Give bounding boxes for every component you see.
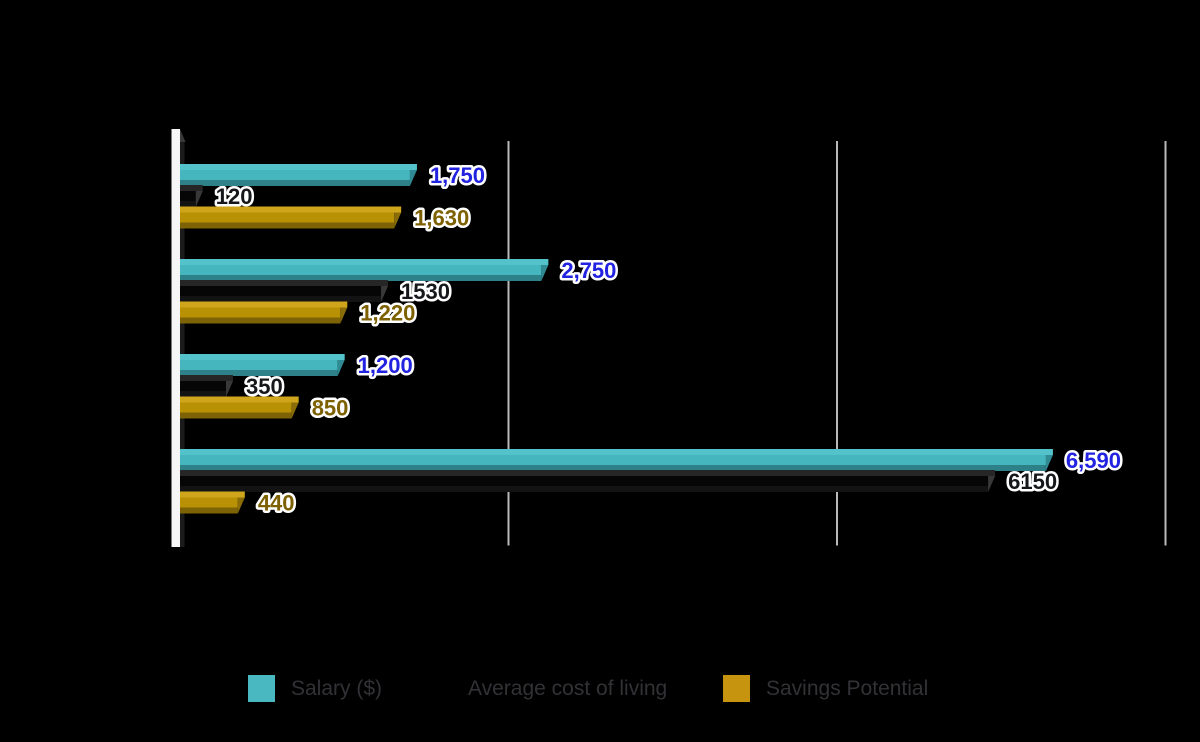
legend-swatch-cost-of-living-icon (425, 675, 452, 702)
bar-end-cap (988, 476, 996, 492)
bar-value-label: 440 (258, 491, 295, 516)
bar-top-face (180, 354, 345, 360)
bar-front-face (180, 307, 341, 318)
bar-top-face (180, 280, 389, 286)
legend-item-savings-potential: Savings Potential (723, 675, 928, 702)
bar-0-3: 6,590 (180, 446, 1123, 476)
y-axis-wall-top-face (180, 129, 186, 142)
bar-top-face (180, 375, 233, 381)
bar-2-1: 1,220 (180, 298, 418, 328)
bar-bottom-face (180, 465, 1046, 471)
bar-bottom-face (180, 486, 989, 492)
bar-bottom-face (180, 275, 542, 281)
bar-front-face (180, 265, 542, 275)
bar-2-2: 850 (180, 393, 351, 423)
bar-end-cap (337, 360, 345, 376)
bar-bottom-face (180, 201, 196, 207)
bar-value-label: 1,750 (430, 163, 485, 188)
bar-0-2: 1,200 (180, 351, 415, 381)
legend-swatch-salary-icon (248, 675, 275, 702)
bar-end-cap (237, 497, 245, 514)
legend-label-cost-of-living: Average cost of living (468, 677, 668, 700)
bar-end-cap (225, 381, 233, 397)
bar-end-cap (1045, 455, 1053, 471)
bar-end-cap (291, 402, 299, 419)
bar-end-cap (340, 307, 348, 324)
bar-value-label: 6150 (1008, 469, 1057, 494)
bar-top-face (180, 185, 203, 191)
legend-item-cost-of-living: Average cost of living (425, 675, 667, 702)
bar-value-label: 1,630 (414, 206, 469, 231)
legend-label-savings-potential: Savings Potential (766, 677, 929, 700)
bar-top-face (180, 301, 348, 308)
bar-bottom-face (180, 412, 292, 419)
bar-end-cap (394, 212, 402, 229)
bar-2-0: 1,630 (180, 203, 472, 233)
bar-front-face (180, 402, 292, 413)
bar-1-2: 350 (180, 372, 285, 402)
bar-value-label: 1,200 (358, 353, 413, 378)
bar-value-label: 1,220 (360, 301, 415, 326)
bar-end-cap (195, 191, 203, 207)
bar-bottom-face (180, 296, 382, 302)
bar-top-face (180, 396, 299, 403)
bar-1-3: 6150 (180, 467, 1060, 497)
bar-top-face (180, 206, 402, 213)
y-axis-wall-side-face (180, 142, 185, 547)
bar-0-0: 1,750 (180, 161, 488, 191)
bar-end-cap (381, 286, 389, 302)
bar-top-face (180, 470, 996, 476)
bar-bottom-face (180, 317, 341, 324)
bar-value-label: 1530 (401, 279, 450, 304)
legend-item-salary: Salary ($) (248, 675, 382, 702)
bar-value-label: 2,750 (561, 258, 616, 283)
bar-top-face (180, 259, 549, 265)
bar-bottom-face (180, 180, 410, 186)
bar-bottom-face (180, 507, 238, 514)
bar-value-label: 120 (216, 184, 253, 209)
bar-front-face (180, 476, 989, 486)
bar-top-face (180, 449, 1053, 455)
bar-front-face (180, 212, 395, 223)
bar-value-label: 6,590 (1066, 448, 1121, 473)
bar-front-face (180, 170, 410, 180)
bar-top-face (180, 491, 245, 498)
bar-1-0: 120 (180, 182, 255, 212)
bar-front-face (180, 286, 382, 296)
bar-2-3: 440 (180, 488, 297, 518)
bar-value-label: 850 (312, 396, 349, 421)
y-axis-wall (171, 129, 180, 547)
legend-label-salary: Salary ($) (291, 677, 383, 700)
chart-legend: Salary ($) Average cost of living Saving… (0, 675, 1200, 703)
bar-front-face (180, 381, 226, 391)
bar-0-1: 2,750 (180, 256, 619, 286)
bar-front-face (180, 497, 238, 508)
bar-value-label: 350 (246, 374, 283, 399)
bar-front-face (180, 191, 196, 201)
bar-bottom-face (180, 391, 226, 397)
bar-1-1: 1530 (180, 277, 452, 307)
legend-swatch-savings-potential-icon (723, 675, 750, 702)
bar-end-cap (409, 170, 417, 186)
bar-bottom-face (180, 222, 395, 229)
bar-bottom-face (180, 370, 338, 376)
bar-end-cap (541, 265, 549, 281)
bar-top-face (180, 164, 417, 170)
bar-front-face (180, 455, 1046, 465)
bar-front-face (180, 360, 338, 370)
